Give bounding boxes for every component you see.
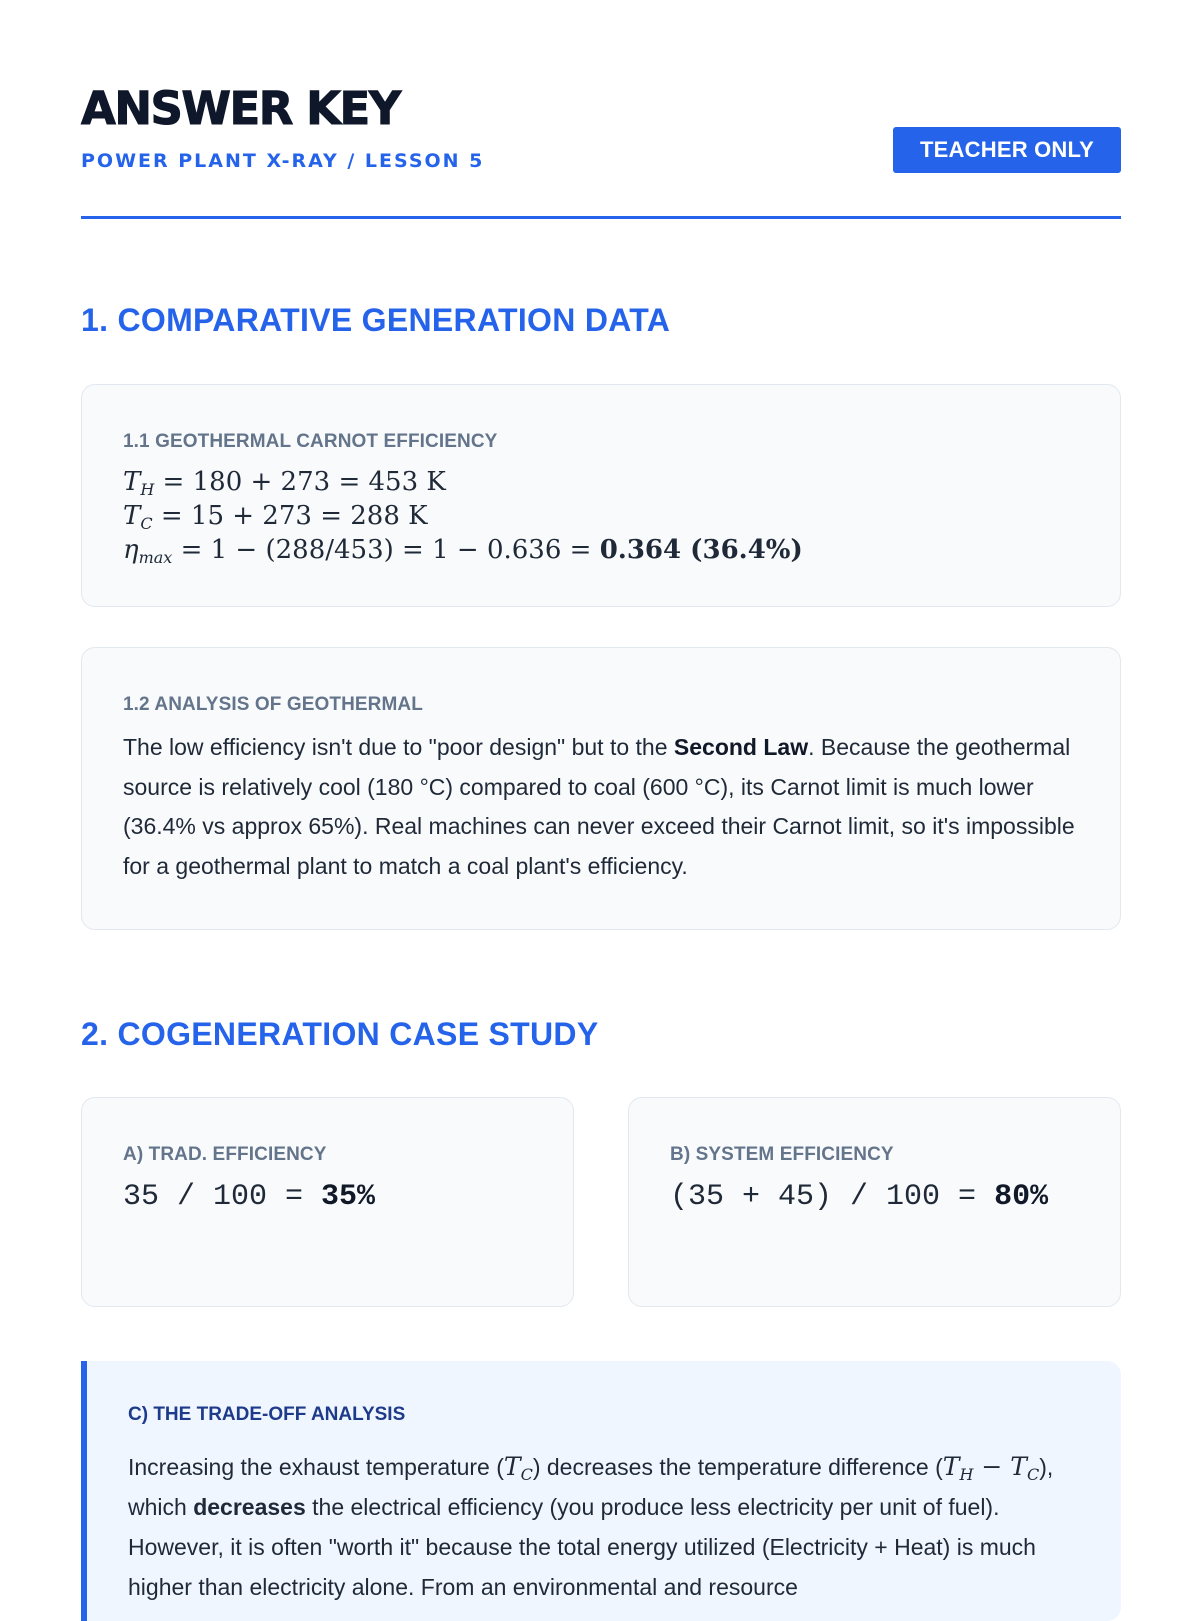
section-heading-cogeneration: 2. COGENERATION CASE STUDY: [81, 1016, 599, 1052]
teacher-only-badge: TEACHER ONLY: [893, 127, 1121, 173]
carnot-equations: TH = 180 + 273 = 453 K TC = 15 + 273 = 2…: [123, 465, 803, 567]
system-efficiency-card: B) SYSTEM EFFICIENCY (35 + 45) / 100 = 8…: [628, 1097, 1121, 1307]
card-label: 1.1 GEOTHERMAL CARNOT EFFICIENCY: [123, 431, 498, 452]
geothermal-analysis-text: The low efficiency isn't due to "poor de…: [123, 734, 1075, 879]
traditional-efficiency-calc: 35 / 100 = 35%: [123, 1180, 376, 1214]
carnot-efficiency-card: 1.1 GEOTHERMAL CARNOT EFFICIENCY TH = 18…: [81, 384, 1121, 607]
system-efficiency-calc: (35 + 45) / 100 = 80%: [670, 1180, 1049, 1214]
card-label: A) TRAD. EFFICIENCY: [123, 1144, 327, 1165]
traditional-efficiency-card: A) TRAD. EFFICIENCY 35 / 100 = 35%: [81, 1097, 574, 1307]
equation-tc: TC = 15 + 273 = 288 K: [123, 501, 428, 533]
traditional-efficiency-result: 35%: [321, 1180, 376, 1214]
equation-th: TH = 180 + 273 = 453 K: [123, 467, 446, 499]
page-header: ANSWER KEY POWER PLANT X-RAY / LESSON 5 …: [81, 80, 1121, 219]
page-subtitle: POWER PLANT X-RAY / LESSON 5: [81, 150, 485, 172]
page-title: ANSWER KEY: [81, 82, 402, 135]
trade-off-text: Increasing the exhaust temperature (TC) …: [128, 1452, 1054, 1600]
equation-eta-max: ηmax = 1 − (288/453) = 1 − 0.636 = 0.364…: [123, 535, 803, 567]
card-label: 1.2 ANALYSIS OF GEOTHERMAL: [123, 694, 423, 715]
eta-max-result: 0.364 (36.4%): [599, 535, 803, 565]
trade-off-callout: C) THE TRADE-OFF ANALYSIS Increasing the…: [81, 1361, 1121, 1621]
section-heading-comparative-data: 1. COMPARATIVE GENERATION DATA: [81, 302, 671, 338]
geothermal-analysis-card: 1.2 ANALYSIS OF GEOTHERMAL The low effic…: [81, 647, 1121, 930]
system-efficiency-result: 80%: [994, 1180, 1049, 1214]
callout-label: C) THE TRADE-OFF ANALYSIS: [128, 1404, 406, 1425]
card-label: B) SYSTEM EFFICIENCY: [670, 1144, 894, 1165]
